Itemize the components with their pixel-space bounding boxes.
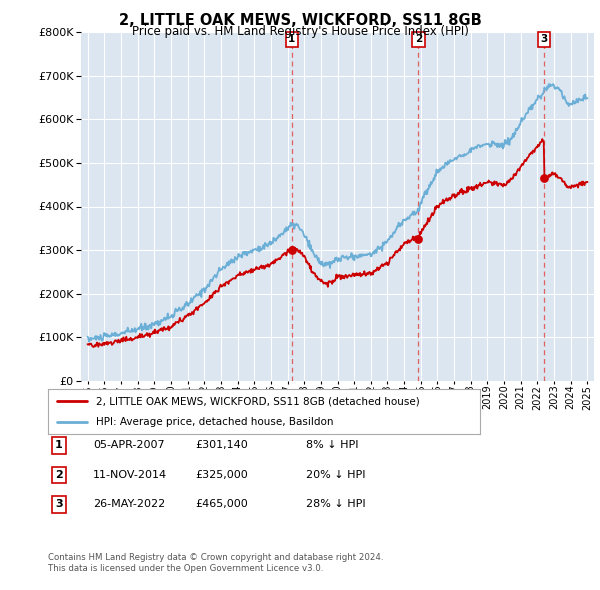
Text: 2: 2 [415,34,422,44]
Text: 2, LITTLE OAK MEWS, WICKFORD, SS11 8GB: 2, LITTLE OAK MEWS, WICKFORD, SS11 8GB [119,13,481,28]
Text: £325,000: £325,000 [195,470,248,480]
Text: HPI: Average price, detached house, Basildon: HPI: Average price, detached house, Basi… [95,417,333,427]
Text: 2: 2 [55,470,62,480]
Point [287,245,296,254]
Text: 3: 3 [541,34,548,44]
Text: £301,140: £301,140 [195,441,248,450]
Text: This data is licensed under the Open Government Licence v3.0.: This data is licensed under the Open Gov… [48,565,323,573]
Text: 05-APR-2007: 05-APR-2007 [93,441,164,450]
Text: 28% ↓ HPI: 28% ↓ HPI [306,500,365,509]
Text: Price paid vs. HM Land Registry's House Price Index (HPI): Price paid vs. HM Land Registry's House … [131,25,469,38]
Text: 20% ↓ HPI: 20% ↓ HPI [306,470,365,480]
Text: £465,000: £465,000 [195,500,248,509]
Text: 1: 1 [288,34,295,44]
Text: Contains HM Land Registry data © Crown copyright and database right 2024.: Contains HM Land Registry data © Crown c… [48,553,383,562]
Text: 26-MAY-2022: 26-MAY-2022 [93,500,165,509]
Text: 11-NOV-2014: 11-NOV-2014 [93,470,167,480]
Text: 8% ↓ HPI: 8% ↓ HPI [306,441,359,450]
Text: 2, LITTLE OAK MEWS, WICKFORD, SS11 8GB (detached house): 2, LITTLE OAK MEWS, WICKFORD, SS11 8GB (… [95,396,419,407]
Text: 1: 1 [55,441,62,450]
Text: 3: 3 [55,500,62,509]
Point [539,173,549,183]
Point [413,234,423,244]
